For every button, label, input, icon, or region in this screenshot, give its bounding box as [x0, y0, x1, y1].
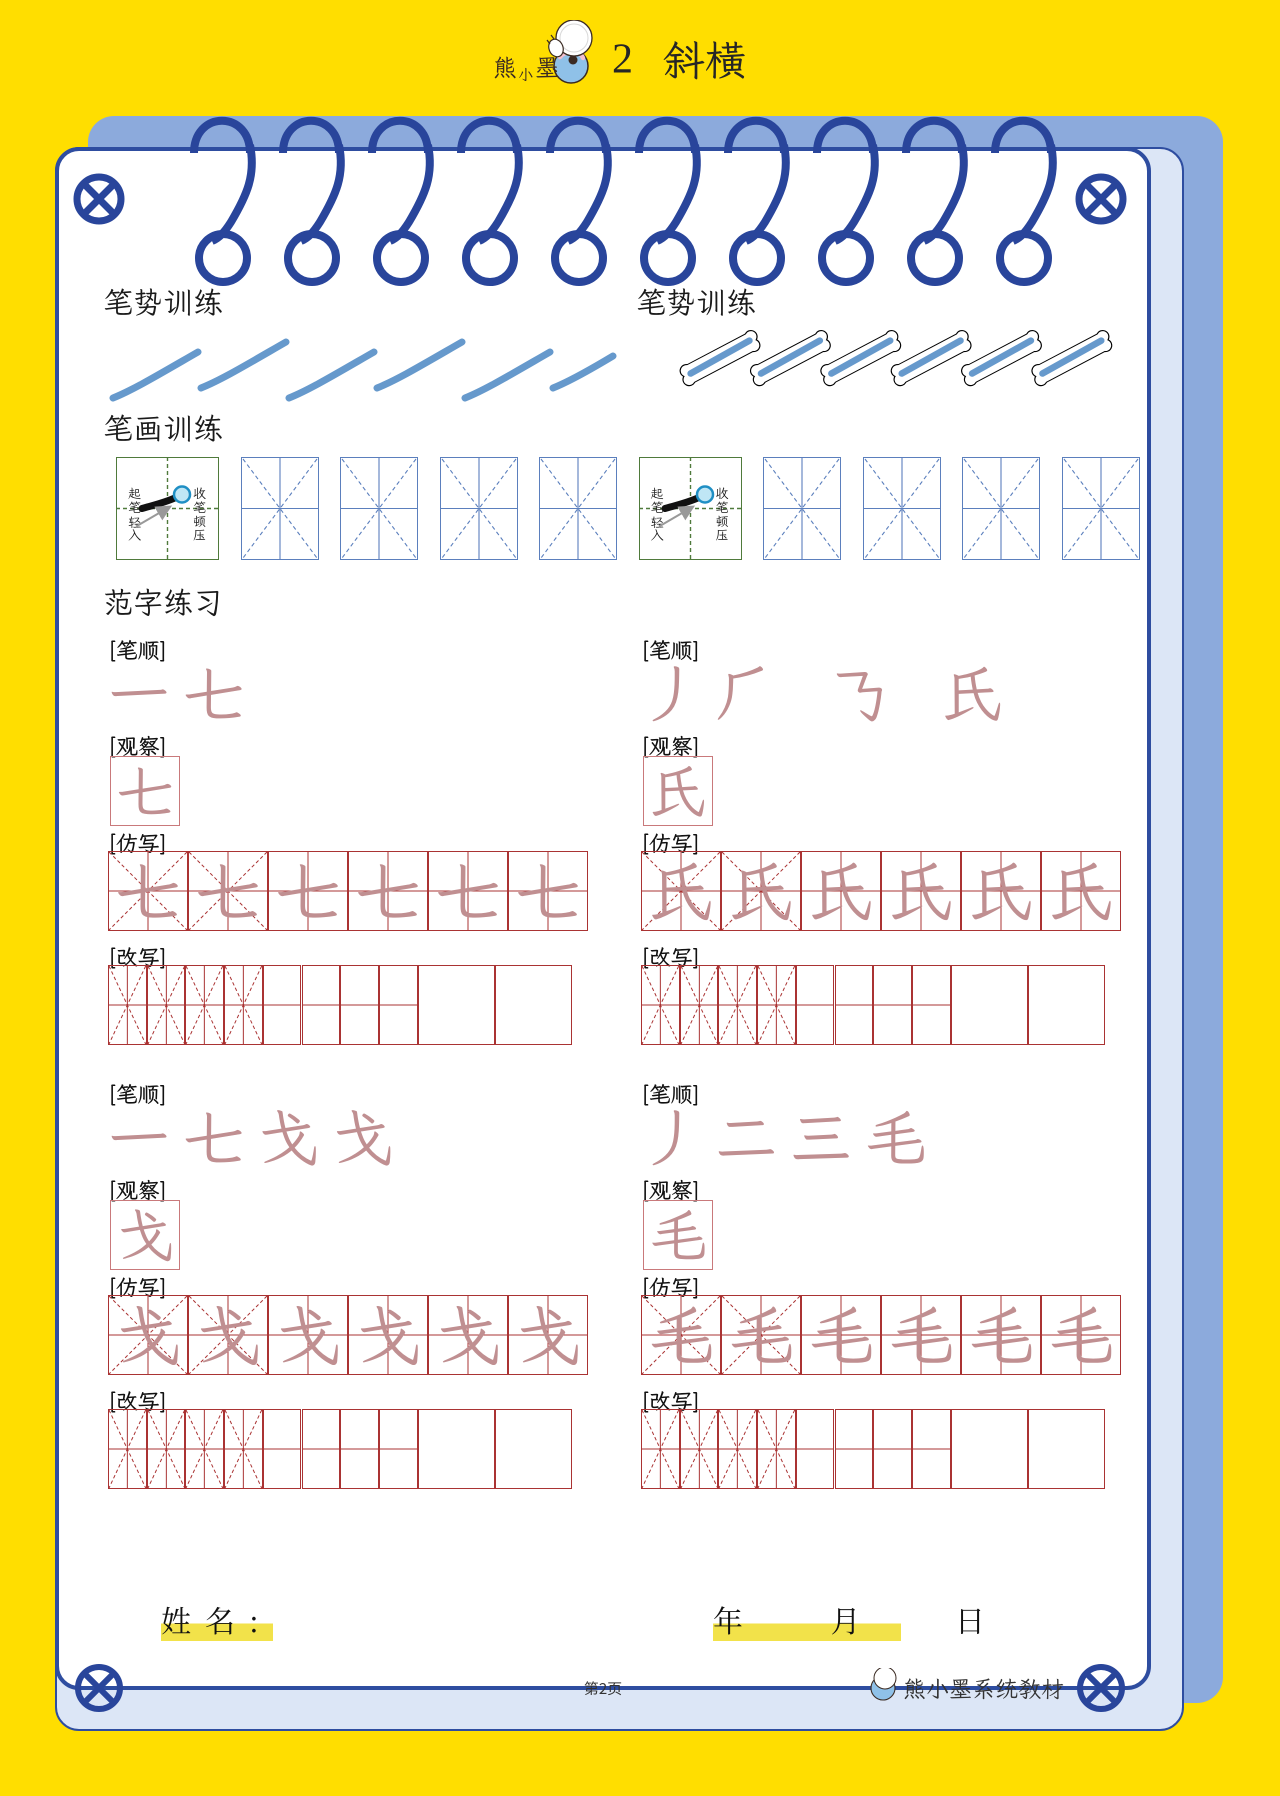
- svg-text:熊小墨系统教材: 熊小墨系统教材: [903, 1673, 1064, 1704]
